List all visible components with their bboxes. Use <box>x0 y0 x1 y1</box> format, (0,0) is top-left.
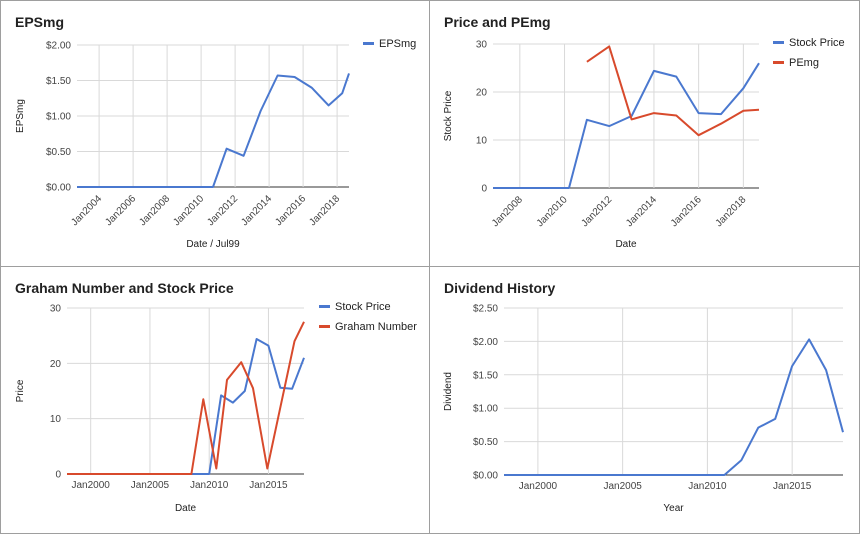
y-tick-label: $1.50 <box>473 370 498 381</box>
x-tick-label: Jan2004 <box>69 193 104 228</box>
x-tick-label: Jan2010 <box>190 480 229 491</box>
legend-swatch <box>773 41 784 44</box>
price-pe-chart-panel: Price and PEmg 0 10 20 30 Jan2008 Jan2010 Jan20… <box>429 0 860 267</box>
chart-title: EPSmg <box>15 14 64 30</box>
series-line <box>504 338 844 476</box>
graham-number-line <box>67 321 305 475</box>
x-tick-label: Jan2005 <box>131 480 170 491</box>
y-tick-label: $1.00 <box>473 404 498 415</box>
x-tick-label: Jan2018 <box>307 193 342 228</box>
chart-title: Graham Number and Stock Price <box>15 280 234 296</box>
x-tick-label: Jan2010 <box>171 193 206 228</box>
y-tick-label: $2.00 <box>46 41 71 52</box>
legend-label: Stock Price <box>335 301 391 313</box>
x-tick-label: Jan2010 <box>535 194 570 229</box>
x-tick-label: Jan2012 <box>205 193 240 228</box>
legend-swatch <box>363 42 374 45</box>
x-tick-label: Jan2016 <box>669 194 704 229</box>
legend-label: PEmg <box>789 57 819 69</box>
y-tick-label: 10 <box>50 414 62 425</box>
epsmg-line <box>77 73 350 188</box>
x-tick-label: Jan2010 <box>688 481 727 492</box>
x-tick-label: Jan2005 <box>603 481 642 492</box>
dividend-chart-panel: Dividend History $0.00 $0.50 $1.00 $1.50 $2.0… <box>429 266 860 534</box>
y-axis-label: Stock Price <box>443 90 454 141</box>
x-axis-label: Year <box>663 503 684 514</box>
y-tick-label: $2.50 <box>473 304 498 315</box>
x-tick-label: Jan2016 <box>273 193 308 228</box>
x-tick-label: Jan2008 <box>137 193 172 228</box>
x-tick-label: Jan2015 <box>249 480 288 491</box>
y-tick-label: 20 <box>50 359 62 370</box>
y-tick-label: $2.00 <box>473 337 498 348</box>
y-tick-label: $0.50 <box>473 437 498 448</box>
y-tick-label: 30 <box>476 40 488 51</box>
x-axis-label: Date / Jul99 <box>186 239 240 250</box>
legend-label: Graham Number <box>335 321 417 333</box>
y-tick-label: 0 <box>481 184 487 195</box>
price-pe-chart: Price and PEmg 0 10 20 30 Jan2008 Jan2010 Jan20… <box>443 14 845 250</box>
y-tick-label: 20 <box>476 88 488 99</box>
x-axis-label: Date <box>175 503 197 514</box>
x-tick-label: Jan2000 <box>519 481 558 492</box>
y-tick-label: 10 <box>476 136 488 147</box>
legend-swatch <box>773 61 784 64</box>
x-tick-label: Jan2014 <box>239 193 274 228</box>
graham-chart-panel: Graham Number and Stock Price 0 10 20 30 Jan2… <box>0 266 430 534</box>
y-axis-label: EPSmg <box>15 99 26 133</box>
chart-title: Dividend History <box>444 280 555 296</box>
legend-swatch <box>319 305 330 308</box>
y-tick-label: 0 <box>55 470 61 481</box>
y-axis-label: Price <box>15 379 26 402</box>
legend-label: Stock Price <box>789 37 845 49</box>
x-tick-label: Jan2012 <box>579 194 614 229</box>
x-tick-label: Jan2008 <box>490 194 525 229</box>
chart-title: Price and PEmg <box>444 14 551 30</box>
pemg-line <box>586 45 760 137</box>
x-tick-label: Jan2015 <box>773 481 812 492</box>
x-tick-label: Jan2000 <box>72 480 111 491</box>
y-tick-label: $0.00 <box>46 183 71 194</box>
legend-swatch <box>319 325 330 328</box>
y-tick-label: 30 <box>50 304 62 315</box>
y-tick-label: $0.00 <box>473 471 498 482</box>
dividend-chart: Dividend History $0.00 $0.50 $1.00 $1.50 $2.0… <box>443 280 844 514</box>
y-axis-label: Dividend <box>443 372 454 411</box>
x-tick-label: Jan2006 <box>103 193 138 228</box>
x-axis-label: Date <box>615 239 637 250</box>
eps-chart-panel: EPSmg $0.00 $0.50 $1.00 $1.50 $2.00 Jan2004 Jan… <box>0 0 430 267</box>
graham-chart: Graham Number and Stock Price 0 10 20 30 Jan2… <box>15 280 417 514</box>
x-tick-label: Jan2018 <box>714 194 749 229</box>
y-tick-label: $1.50 <box>46 76 71 87</box>
y-tick-label: $0.50 <box>46 147 71 158</box>
x-tick-label: Jan2014 <box>624 194 659 229</box>
legend-label: EPSmg <box>379 38 416 50</box>
y-tick-label: $1.00 <box>46 112 71 123</box>
